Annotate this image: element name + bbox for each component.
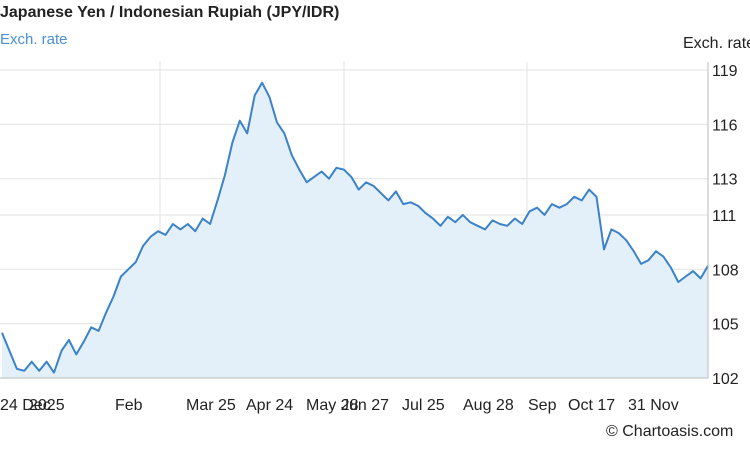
series-line — [1, 81, 709, 374]
x-tick-label-6: Jun 27 — [341, 397, 389, 414]
series-area-fill — [2, 82, 708, 378]
x-tick-label-7: Jul 25 — [402, 397, 445, 414]
chart-title: Japanese Yen / Indonesian Rupiah (JPY/ID… — [0, 4, 340, 21]
y-tick-label-4: 108 — [712, 262, 739, 279]
x-tick-label-4: Apr 24 — [246, 397, 293, 414]
chartoasis-credit: © Chartoasis.com — [606, 423, 734, 440]
x-tick-label-5: May 28 — [306, 397, 359, 414]
y-tick-label-1: 116 — [712, 117, 738, 134]
x-tick-label-2: Feb — [115, 397, 143, 414]
x-tick-label-1: 2025 — [29, 397, 65, 414]
x-tick-label-10: Oct 17 — [568, 397, 615, 414]
y-axis-title: Exch. rate — [683, 35, 750, 52]
y-tick-label-6: 102 — [712, 371, 739, 388]
y-tick-label-0: 119 — [712, 63, 738, 80]
x-tick-label-3: Mar 25 — [186, 397, 236, 414]
x-tick-label-9: Sep — [528, 397, 557, 414]
x-tick-label-11: 31 Nov — [628, 397, 679, 414]
plot-area — [0, 62, 709, 379]
y-tick-label-3: 111 — [712, 208, 736, 225]
x-tick-label-8: Aug 28 — [463, 397, 514, 414]
y-tick-label-2: 113 — [712, 172, 738, 189]
series-legend-label: Exch. rate — [0, 31, 68, 48]
x-tick-label-0: 24 Dec — [0, 397, 51, 414]
y-tick-label-5: 105 — [712, 317, 739, 334]
y-axis-ticks: 119 116 113 111 108 105 102 — [712, 63, 739, 388]
